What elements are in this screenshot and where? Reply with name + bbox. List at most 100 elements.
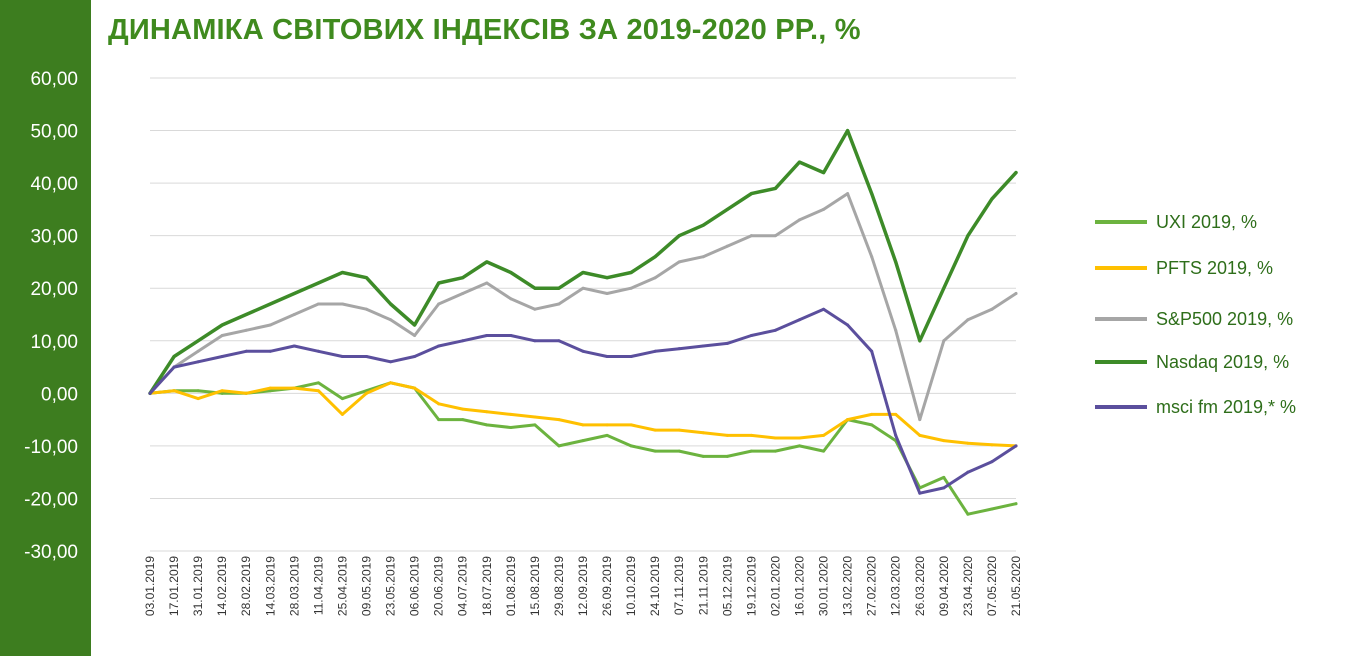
data-point	[244, 328, 248, 332]
data-point	[798, 160, 801, 164]
x-tick-label: 14.02.2019	[215, 556, 229, 616]
data-point	[389, 381, 393, 385]
y-tick-label: 30,00	[30, 227, 78, 248]
data-point	[966, 234, 970, 238]
data-point	[677, 234, 681, 238]
data-point	[725, 244, 729, 248]
data-point	[437, 344, 441, 348]
data-point	[629, 286, 633, 290]
data-point	[990, 307, 994, 311]
x-tick-label: 28.03.2019	[287, 556, 301, 616]
data-point	[557, 302, 561, 306]
y-tick-label: 0,00	[41, 384, 78, 405]
data-point	[798, 318, 801, 322]
data-point	[822, 449, 826, 453]
x-tick-label: 23.04.2020	[961, 556, 975, 616]
data-point	[316, 281, 320, 285]
data-point	[196, 339, 200, 343]
data-point	[822, 307, 826, 311]
data-point	[340, 302, 344, 306]
legend-label: UXI 2019, %	[1156, 212, 1257, 232]
data-point	[220, 389, 224, 393]
data-point	[365, 307, 368, 311]
data-point	[990, 197, 994, 201]
data-point	[1014, 502, 1018, 506]
data-point	[942, 286, 946, 290]
data-point	[413, 386, 417, 390]
data-point	[196, 389, 200, 393]
y-tick-label: -20,00	[24, 489, 78, 510]
data-point	[581, 286, 585, 290]
legend-label: S&P500 2019, %	[1156, 309, 1293, 329]
x-axis-ticks: 03.01.2019 17.01.2019 31.01.2019 14.02.2019…	[143, 556, 1023, 616]
x-tick-label: 12.03.2020	[889, 556, 903, 616]
data-point	[533, 423, 537, 427]
data-point	[605, 276, 609, 280]
data-point	[990, 443, 994, 447]
data-point	[773, 328, 777, 332]
data-point	[798, 436, 801, 440]
data-point	[365, 355, 368, 359]
data-point	[292, 291, 296, 295]
data-point	[389, 318, 393, 322]
x-tick-label: 20.06.2019	[432, 556, 446, 616]
data-point	[942, 486, 946, 490]
data-point	[870, 412, 874, 416]
x-tick-label: 29.08.2019	[552, 556, 566, 616]
data-point	[605, 355, 609, 359]
data-point	[268, 302, 272, 306]
data-point	[605, 423, 609, 427]
data-point	[942, 339, 946, 343]
data-point	[437, 302, 441, 306]
x-tick-label: 03.01.2019	[143, 556, 157, 616]
data-point	[220, 391, 224, 395]
data-point	[461, 291, 465, 295]
data-point	[485, 334, 489, 338]
data-point	[1014, 444, 1018, 448]
data-point	[509, 334, 513, 338]
data-point	[773, 436, 777, 440]
data-point	[749, 433, 753, 437]
data-point	[677, 260, 681, 264]
x-tick-label: 02.01.2020	[768, 556, 782, 616]
x-tick-label: 30.01.2020	[817, 556, 831, 616]
x-tick-label: 26.09.2019	[600, 556, 614, 616]
data-point	[822, 433, 826, 437]
x-tick-label: 28.02.2019	[239, 556, 253, 616]
data-point	[340, 270, 344, 274]
data-point	[316, 302, 320, 306]
y-tick-label: 20,00	[30, 279, 78, 300]
data-point	[773, 186, 777, 190]
data-point	[509, 425, 513, 429]
data-point	[533, 415, 537, 419]
data-point	[749, 234, 753, 238]
x-tick-label: 01.08.2019	[504, 556, 518, 616]
data-point	[749, 449, 753, 453]
data-point	[196, 349, 200, 353]
data-point	[557, 418, 561, 422]
data-point	[870, 255, 874, 259]
x-tick-label: 25.04.2019	[335, 556, 349, 616]
data-point	[918, 491, 922, 495]
data-point	[292, 313, 296, 316]
data-point	[749, 192, 753, 196]
data-point	[894, 260, 898, 264]
x-tick-label: 15.08.2019	[528, 556, 542, 616]
legend-label: PFTS 2019, %	[1156, 258, 1273, 278]
data-point	[942, 439, 946, 443]
data-point	[244, 391, 248, 395]
data-point	[509, 297, 513, 301]
data-point	[846, 192, 850, 196]
data-point	[701, 223, 705, 227]
grid-lines	[150, 77, 1016, 552]
series-lines	[148, 128, 1018, 516]
data-point	[966, 470, 970, 474]
data-point	[701, 255, 705, 259]
series-group	[148, 307, 1018, 495]
data-point	[846, 418, 850, 422]
data-point	[870, 349, 874, 353]
left-sidebar-band	[0, 0, 91, 656]
x-tick-label: 10.10.2019	[624, 556, 638, 616]
data-point	[196, 360, 200, 364]
